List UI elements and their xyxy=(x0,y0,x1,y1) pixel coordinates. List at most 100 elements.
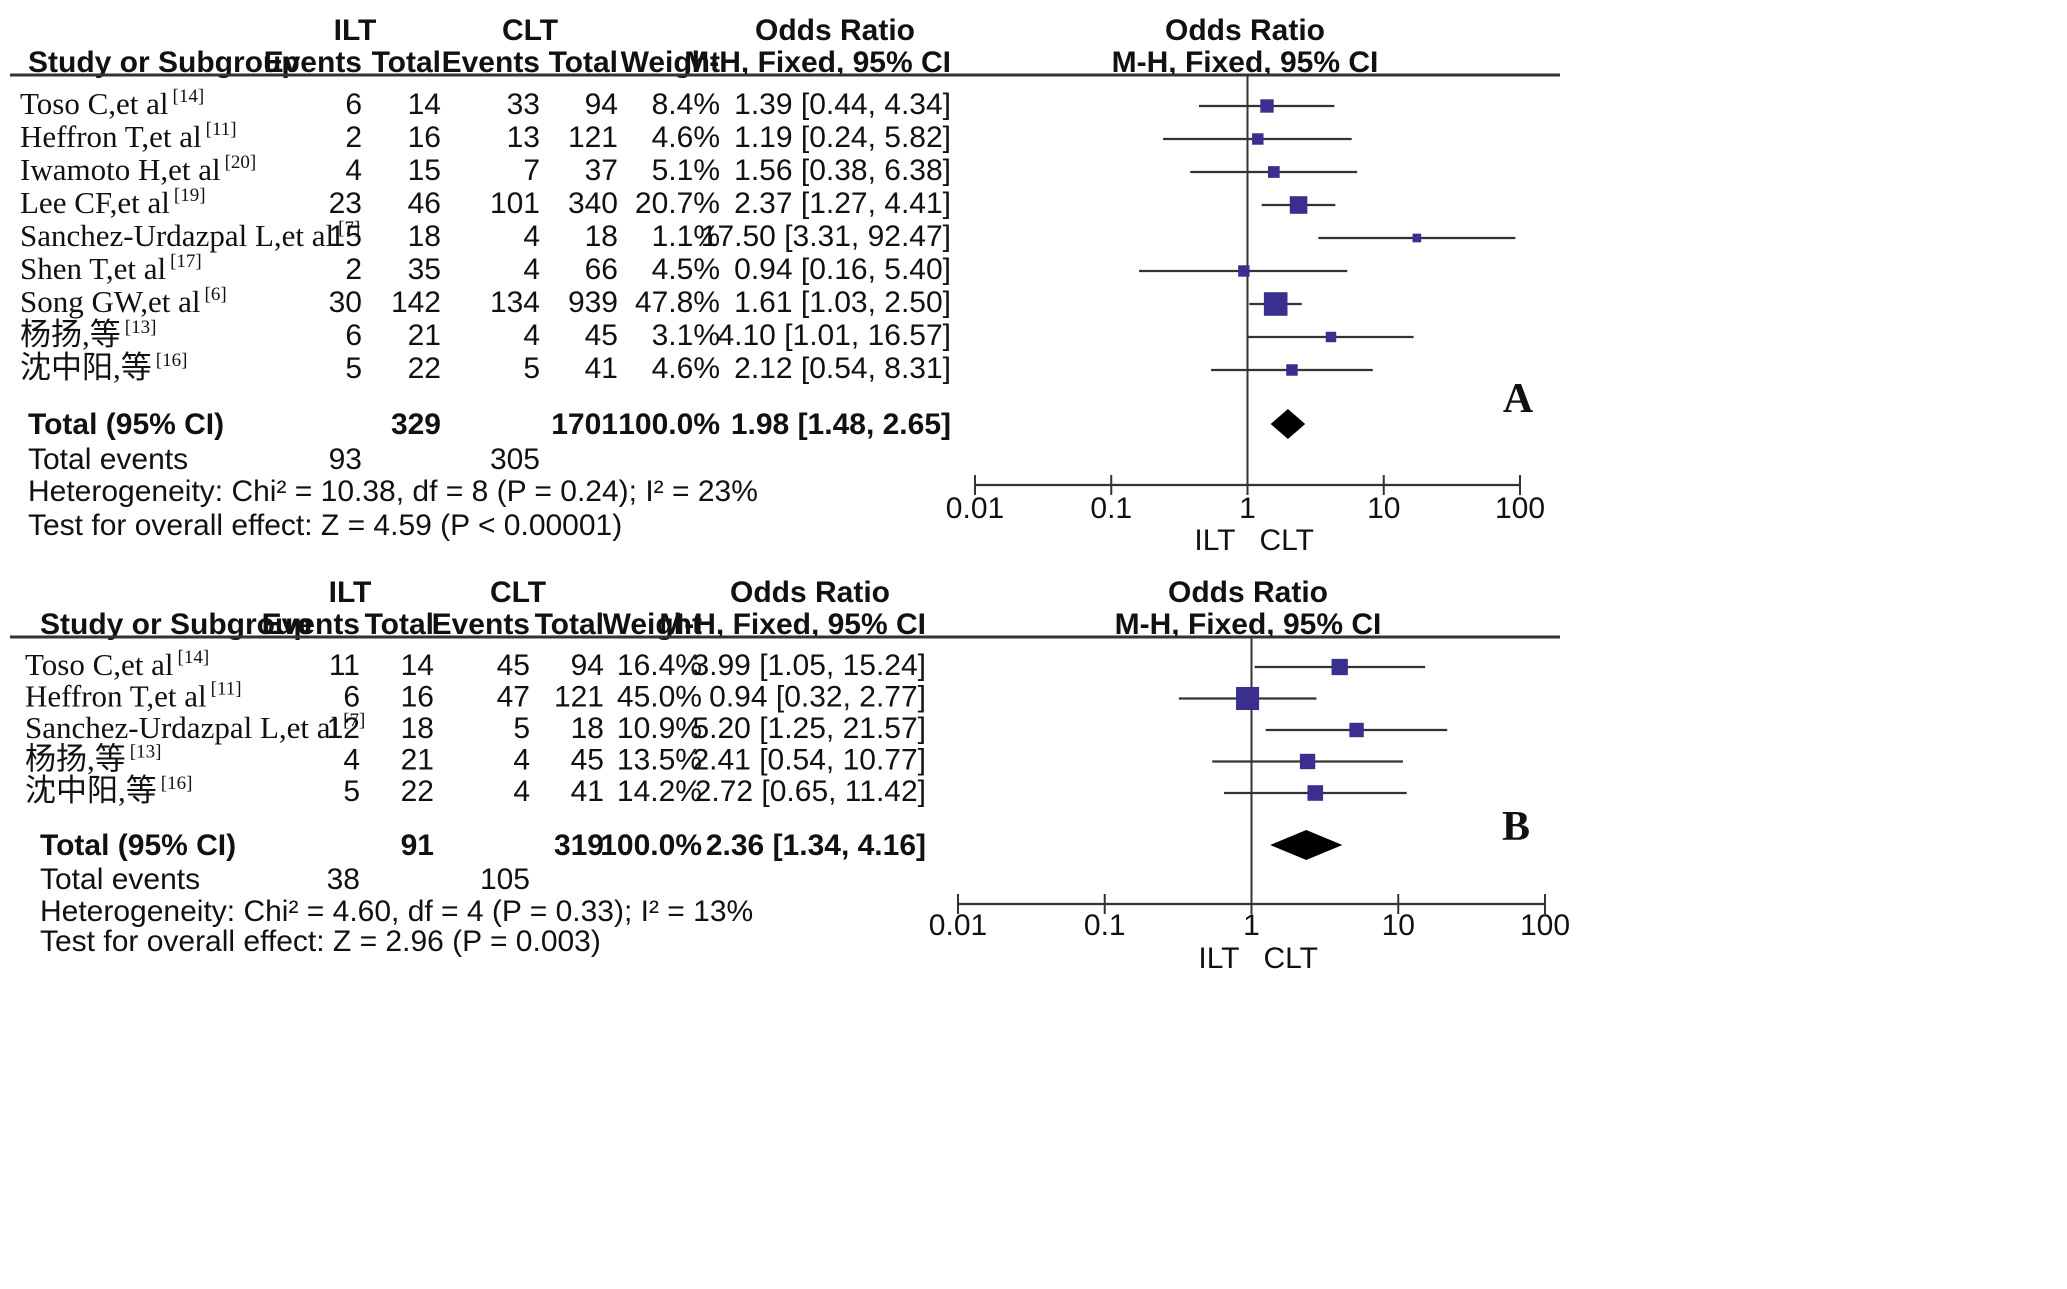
events-clt: 4 xyxy=(513,744,530,777)
weight-value: 10.9% xyxy=(617,712,702,745)
events-clt: 4 xyxy=(523,253,540,286)
study-name: Song GW,et al [6] xyxy=(20,284,227,319)
weight-value: 5.1% xyxy=(652,154,720,187)
study-row: Sanchez-Urdazpal L,et al [7]12 18 5 18 10.9%5… xyxy=(25,710,1448,745)
total-ilt: 35 xyxy=(408,253,441,286)
total-odds-ratio-ci: 2.36 [1.34, 4.16] xyxy=(706,829,926,862)
events-ilt: 12 xyxy=(327,712,360,745)
events-ilt: 4 xyxy=(345,154,362,187)
study-row: 杨扬,等 [13] 4 21 4 45 13.5%2.41 [0.54, 10.77] xyxy=(25,742,1403,777)
total-ilt: 142 xyxy=(391,286,441,319)
study-name-text: Iwamoto H,et al xyxy=(20,152,221,187)
study-name-text: 沈中阳,等 xyxy=(20,350,152,385)
odds-ratio-ci: 2.12 [0.54, 8.31] xyxy=(734,352,951,385)
point-estimate-marker xyxy=(1299,753,1316,770)
study-row: Heffron T,et al [11] 2 16 13 121 4.6% 1.19 [0.2… xyxy=(20,119,1352,154)
odds-ratio-ci: 3.99 [1.05, 15.24] xyxy=(692,649,926,682)
favours-clt-label: CLT xyxy=(1260,524,1314,557)
study-row: Toso C,et al [14] 6 14 33 94 8.4% 1.39 [0.44, 4… xyxy=(20,86,1335,121)
study-row: Iwamoto H,et al [20] 4 15 7 37 5.1% 1.56 [0.38,… xyxy=(20,152,1358,187)
study-name-text: 杨扬,等 xyxy=(20,317,121,352)
total-label: Total (95% CI) xyxy=(40,829,236,862)
study-name: Sanchez-Urdazpal L,et al [7] xyxy=(20,218,360,253)
odds-ratio-ci: 0.94 [0.32, 2.77] xyxy=(709,681,926,714)
total-events-clt: 305 xyxy=(490,443,540,476)
x-tick-label: 0.01 xyxy=(946,492,1004,525)
total-ilt: 16 xyxy=(408,121,441,154)
study-row: 杨扬,等 [13] 6 21 4 45 3.1%4.10 [1.01, 16.57] xyxy=(20,317,1414,352)
study-name-text: Toso C,et al xyxy=(20,86,169,121)
pooled-estimate-diamond xyxy=(1270,830,1343,860)
x-tick-label: 100 xyxy=(1520,909,1570,942)
total-ilt: 18 xyxy=(401,712,434,745)
x-tick-label: 0.01 xyxy=(929,909,987,942)
study-name-text: Song GW,et al xyxy=(20,284,201,319)
weight-value: 45.0% xyxy=(617,681,702,714)
total-ilt: 18 xyxy=(408,220,441,253)
study-row: Shen T,et al [17] 2 35 4 66 4.5% 0.94 [0.16, 5.… xyxy=(20,251,1348,286)
total-events-label: Total events xyxy=(40,863,200,896)
weight-value: 14.2% xyxy=(617,775,702,808)
events-clt: 45 xyxy=(497,649,530,682)
weight-value: 8.4% xyxy=(652,88,720,121)
study-name-text: Heffron T,et al xyxy=(25,679,207,714)
events-ilt: 5 xyxy=(343,775,360,808)
total-ilt: 14 xyxy=(401,649,434,682)
total-ilt: 22 xyxy=(401,775,434,808)
study-reference: [20] xyxy=(225,152,257,173)
study-name-text: Lee CF,et al xyxy=(20,185,170,220)
study-reference: [16] xyxy=(156,350,188,371)
point-estimate-marker xyxy=(1286,364,1298,376)
study-row: Heffron T,et al [11] 6 16 47 121 45.0% 0.94 [0.… xyxy=(25,679,1317,714)
study-name: Heffron T,et al [11] xyxy=(20,119,237,154)
total-events-label: Total events xyxy=(28,443,188,476)
heterogeneity-text: Heterogeneity: Chi² = 4.60, df = 4 (P = … xyxy=(40,895,753,928)
study-row: 沈中阳,等 [16] 5 22 5 41 4.6% 2.12 [0.54, 8.31] xyxy=(20,350,1373,385)
odds-ratio-ci: 1.19 [0.24, 5.82] xyxy=(734,121,951,154)
total-events-clt: 105 xyxy=(480,863,530,896)
total-clt: 121 xyxy=(568,121,618,154)
study-reference: [16] xyxy=(161,773,193,794)
header-group-clt: CLT xyxy=(490,576,546,609)
total-ilt: 22 xyxy=(408,352,441,385)
total-clt: 66 xyxy=(585,253,618,286)
weight-value: 4.5% xyxy=(652,253,720,286)
x-tick-label: 1 xyxy=(1239,492,1256,525)
study-name: Lee CF,et al [19] xyxy=(20,185,206,220)
events-clt: 4 xyxy=(513,775,530,808)
x-tick-label: 0.1 xyxy=(1090,492,1132,525)
study-name-text: 沈中阳,等 xyxy=(25,773,157,808)
odds-ratio-ci: 4.10 [1.01, 16.57] xyxy=(717,319,951,352)
header-group-ilt: ILT xyxy=(329,576,372,609)
study-name: Iwamoto H,et al [20] xyxy=(20,152,256,187)
study-name: Toso C,et al [14] xyxy=(25,647,209,682)
total-row: Total (95% CI) 329 1701 100.0% 1.98 [1.48, 2… xyxy=(28,408,1306,441)
events-clt: 33 xyxy=(507,88,540,121)
x-tick-label: 10 xyxy=(1367,492,1400,525)
total-clt: 45 xyxy=(585,319,618,352)
events-clt: 7 xyxy=(523,154,540,187)
odds-ratio-ci: 1.61 [1.03, 2.50] xyxy=(734,286,951,319)
study-name-text: Sanchez-Urdazpal L,et al xyxy=(20,218,334,253)
panel-label: A xyxy=(1503,376,1534,422)
study-row: Toso C,et al [14] 11 14 45 94 16.4%3.99 [1.05,… xyxy=(25,647,1426,682)
total-clt: 45 xyxy=(571,744,604,777)
header-group-ilt: ILT xyxy=(334,14,377,47)
total-clt: 41 xyxy=(571,775,604,808)
weight-value: 13.5% xyxy=(617,744,702,777)
total-odds-ratio-ci: 1.98 [1.48, 2.65] xyxy=(731,408,951,441)
total-weight: 100.0% xyxy=(618,408,720,441)
events-ilt: 5 xyxy=(345,352,362,385)
point-estimate-marker xyxy=(1260,99,1274,113)
pooled-estimate-diamond xyxy=(1270,409,1306,439)
header-group-clt: CLT xyxy=(502,14,558,47)
total-ilt: 15 xyxy=(408,154,441,187)
weight-value: 3.1% xyxy=(652,319,720,352)
odds-ratio-ci: 17.50 [3.31, 92.47] xyxy=(701,220,951,253)
plot-header-title: Odds Ratio xyxy=(1168,576,1328,609)
odds-ratio-ci: 2.37 [1.27, 4.41] xyxy=(734,187,951,220)
plot-header-title: Odds Ratio xyxy=(1165,14,1325,47)
overall-effect-text: Test for overall effect: Z = 4.59 (P < 0… xyxy=(28,509,622,542)
odds-ratio-ci: 1.39 [0.44, 4.34] xyxy=(734,88,951,121)
study-name: Toso C,et al [14] xyxy=(20,86,204,121)
